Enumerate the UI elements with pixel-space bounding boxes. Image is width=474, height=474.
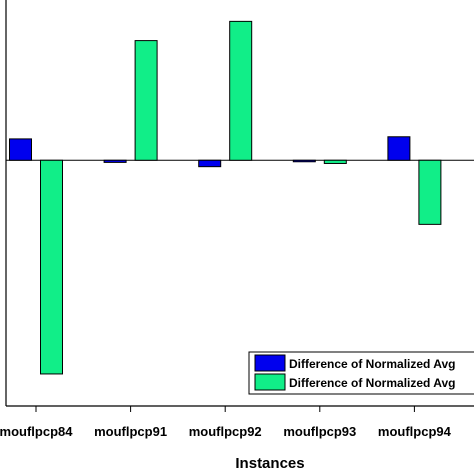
legend-swatch-series-1: [254, 354, 286, 372]
bar-series-2-mouflpcp94: [418, 159, 442, 225]
x-axis-title: Instances: [235, 455, 304, 472]
legend-label-series-1: Difference of Normalized Avg: [289, 357, 455, 371]
bar-series-2-mouflpcp92: [229, 20, 253, 161]
bar-series-1-mouflpcp93: [292, 159, 316, 163]
bar-series-2-mouflpcp91: [134, 40, 158, 161]
x-tick-label: mouflpcp84: [0, 424, 73, 439]
bar-series-2-mouflpcp84: [40, 159, 63, 375]
x-tick-label: mouflpcp94: [378, 424, 452, 439]
bar-series-1-mouflpcp94: [387, 136, 411, 161]
x-tick-label: mouflpcp92: [189, 424, 262, 439]
bar-series-1-mouflpcp92: [198, 159, 222, 168]
plot-frame: [5, 0, 474, 407]
x-tick-label: mouflpcp91: [94, 424, 167, 439]
bar-series-1-mouflpcp84: [9, 138, 32, 161]
legend-box: [248, 351, 474, 395]
bar-series-2-mouflpcp93: [323, 159, 347, 164]
legend-swatch-series-2: [254, 373, 286, 391]
legend: Difference of Normalized Avg Difference …: [248, 351, 474, 395]
x-ticks-group: mouflpcp84 mouflpcp91 mouflpcp92 mouflpcp93…: [0, 406, 452, 439]
legend-label-series-2: Difference of Normalized Avg: [289, 376, 455, 390]
bars-group: [9, 20, 442, 375]
bar-series-1-mouflpcp91: [103, 159, 127, 163]
x-tick-label: mouflpcp93: [283, 424, 356, 439]
